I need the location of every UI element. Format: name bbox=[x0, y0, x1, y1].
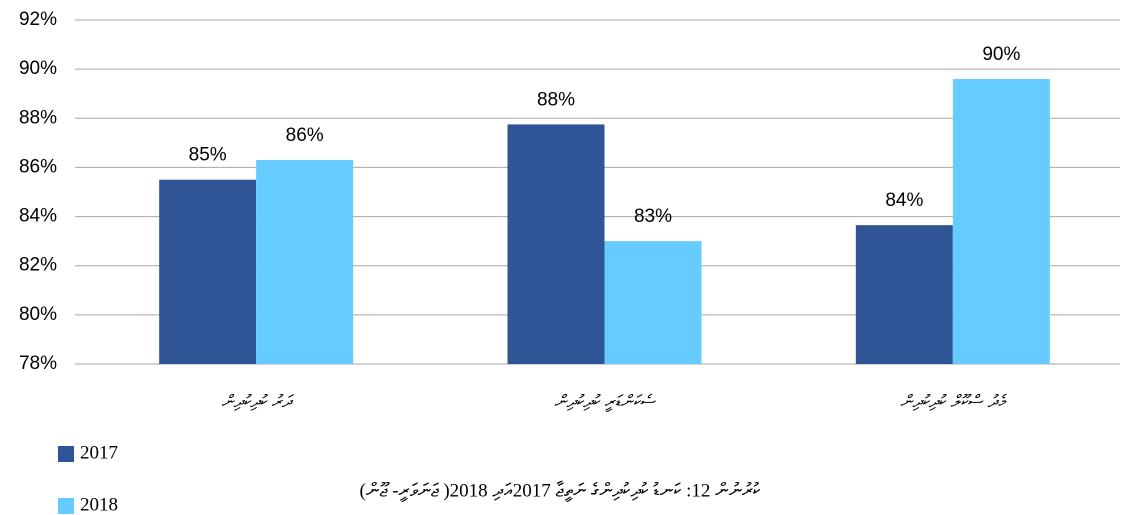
data-label: 84% bbox=[885, 190, 923, 211]
bar bbox=[256, 160, 354, 364]
caption: ކުރުނުން 12: ކަނޑު ކުދިކުދިންގެ ނަތީޖާ 2… bbox=[360, 480, 761, 502]
bar bbox=[604, 241, 702, 364]
x-tick-label: ދަރު ކުދިކުދިން bbox=[221, 392, 294, 412]
data-label: 83% bbox=[634, 206, 672, 227]
bar bbox=[507, 124, 605, 364]
y-tick-label: 86% bbox=[19, 156, 57, 177]
y-tick-label: 82% bbox=[19, 255, 57, 276]
y-tick-label: 88% bbox=[19, 107, 57, 128]
legend-swatch bbox=[58, 498, 74, 514]
data-label: 85% bbox=[189, 145, 227, 166]
bar bbox=[952, 78, 1050, 364]
legend-label: 2017 bbox=[80, 442, 118, 463]
legend-label: 2018 bbox=[80, 494, 118, 515]
y-tick-label: 78% bbox=[19, 353, 57, 374]
data-label: 86% bbox=[286, 125, 324, 146]
data-label: 88% bbox=[537, 89, 575, 110]
y-tick-label: 92% bbox=[19, 9, 57, 30]
legend-swatch bbox=[58, 446, 74, 462]
bar bbox=[159, 179, 257, 364]
data-label: 90% bbox=[982, 44, 1020, 65]
x-tick-label: މެދު ސްކޫލް ކުދިކުދިން bbox=[900, 392, 1007, 412]
y-tick-label: 84% bbox=[19, 206, 57, 227]
x-tick-label: ސެކަންޑަރީ ކުދިކުދިން bbox=[554, 392, 657, 413]
y-tick-label: 80% bbox=[19, 304, 57, 325]
y-tick-label: 90% bbox=[19, 58, 57, 79]
bar bbox=[855, 225, 953, 364]
